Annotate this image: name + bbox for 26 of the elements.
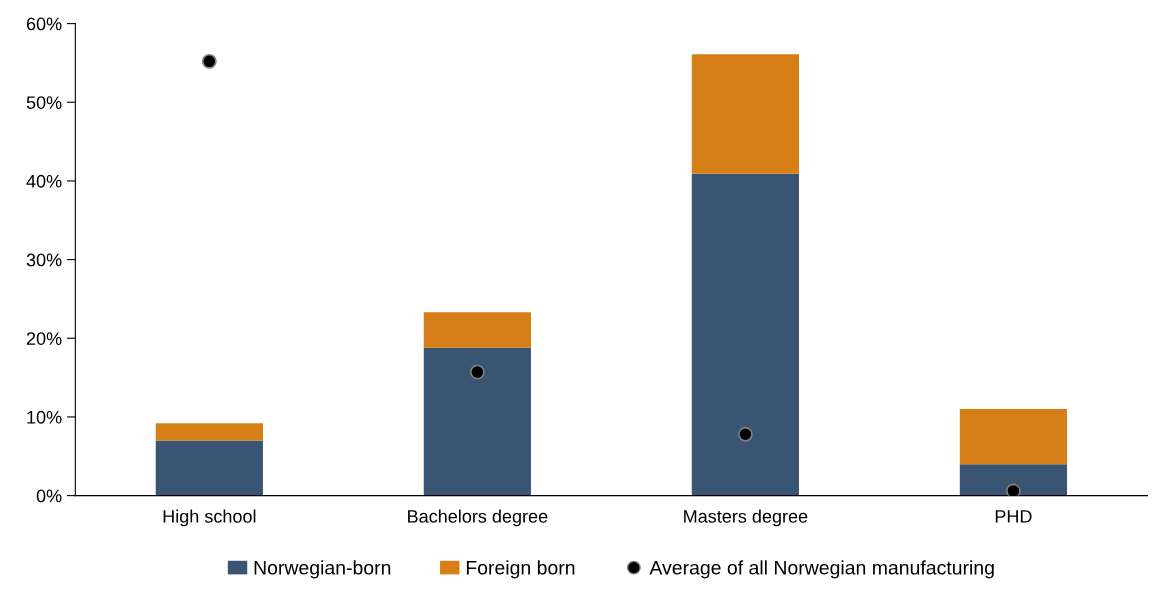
bar — [423, 347, 531, 496]
legend-label: Foreign born — [466, 560, 575, 579]
point — [737, 426, 753, 442]
point — [469, 364, 485, 380]
bar — [423, 312, 531, 348]
x-tick-label: Bachelors degree — [408, 509, 548, 527]
x-tick-label: Masters degree — [684, 509, 808, 527]
bar — [691, 173, 799, 496]
y-tick-label: 40% — [26, 174, 62, 188]
point — [1005, 483, 1021, 496]
y-tick-label: 60% — [26, 17, 62, 31]
bar — [691, 54, 799, 174]
point — [201, 53, 217, 69]
legend-label: Average of all Norwegian manufacturing — [649, 560, 994, 579]
y-tick-label: 0% — [36, 489, 62, 503]
legend-label: Norwegian-born — [254, 560, 391, 579]
x-tick-label: PHD — [995, 510, 1032, 523]
x-tick-label: High school — [163, 509, 256, 527]
y-tick-label: 30% — [26, 253, 62, 267]
bar — [959, 409, 1067, 465]
y-tick-label: 20% — [26, 332, 62, 345]
y-tick-label: 50% — [26, 96, 62, 109]
bar — [155, 423, 263, 441]
bar — [959, 464, 1067, 496]
bar — [155, 440, 263, 496]
y-tick-label: 10% — [27, 410, 62, 424]
